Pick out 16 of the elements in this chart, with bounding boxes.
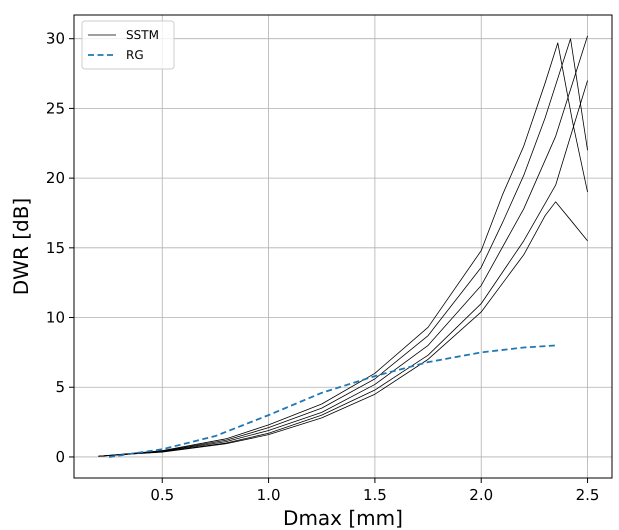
- y-tick-label: 25: [46, 99, 65, 118]
- x-tick-label: 2.0: [469, 486, 494, 504]
- y-tick-label: 0: [55, 448, 65, 466]
- legend-label: RG: [126, 48, 144, 62]
- x-tick-label: 0.5: [150, 486, 174, 504]
- y-tick-label: 5: [55, 378, 65, 396]
- x-axis-title: Dmax [mm]: [283, 506, 403, 530]
- legend-label: SSTM: [126, 28, 159, 42]
- x-tick-label: 1.0: [256, 486, 281, 504]
- y-tick-label: 30: [46, 30, 65, 48]
- y-tick-label: 20: [46, 169, 65, 188]
- y-tick-label: 10: [46, 308, 65, 327]
- x-tick-label: 2.5: [576, 486, 600, 504]
- x-tick-label: 1.5: [362, 486, 387, 504]
- y-tick-label: 15: [46, 238, 65, 257]
- y-axis-title: DWR [dB]: [9, 198, 33, 296]
